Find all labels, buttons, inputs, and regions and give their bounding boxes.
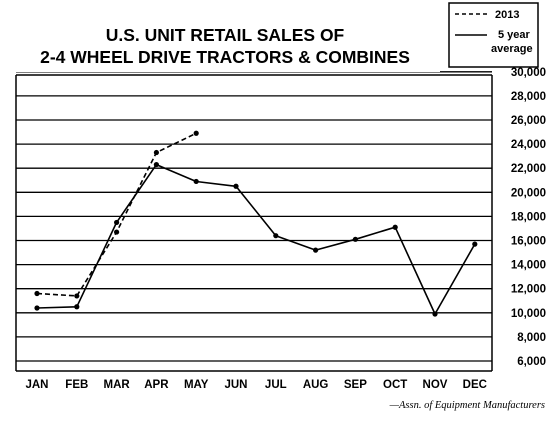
data-point-5-year-average bbox=[472, 241, 478, 247]
y-axis-ticks: 6,000 8,000 10,000 12,000 14,000 16,000 18,000… bbox=[511, 67, 546, 368]
x-tick-label: SEP bbox=[344, 379, 367, 391]
data-point-5-year-average bbox=[74, 304, 80, 310]
y-tick-label: 28,000 bbox=[511, 91, 546, 103]
gridlines bbox=[15, 71, 493, 372]
y-tick-label: 24,000 bbox=[511, 139, 546, 151]
x-tick-label: MAR bbox=[103, 379, 130, 391]
y-tick-label: 26,000 bbox=[511, 115, 546, 127]
data-point-5-year-average bbox=[352, 236, 358, 242]
data-point-5-year-average bbox=[313, 247, 319, 253]
x-tick-label: APR bbox=[144, 379, 169, 391]
data-point-2013 bbox=[74, 293, 80, 299]
x-tick-label: FEB bbox=[65, 379, 88, 391]
x-tick-label: MAY bbox=[184, 379, 209, 391]
y-tick-label: 12,000 bbox=[511, 284, 546, 296]
x-tick-label: NOV bbox=[423, 379, 448, 391]
y-tick-label: 18,000 bbox=[511, 211, 546, 223]
legend: 2013 5 year average bbox=[448, 2, 539, 68]
y-tick-label: 8,000 bbox=[517, 332, 546, 344]
x-tick-label: JUN bbox=[224, 379, 247, 391]
y-tick-label: 10,000 bbox=[511, 308, 546, 320]
data-point-2013 bbox=[153, 149, 159, 156]
data-point-5-year-average bbox=[193, 178, 199, 185]
series-line-5-year-average bbox=[36, 163, 476, 315]
source-credit: —Assn. of Equipment Manufacturers bbox=[389, 400, 545, 411]
data-point-5-year-average bbox=[34, 305, 40, 311]
title-background bbox=[10, 16, 440, 72]
legend-label-2013: 2013 bbox=[495, 9, 519, 21]
x-tick-label: DEC bbox=[463, 379, 487, 391]
legend-label-5-year-line-1: 5 year bbox=[498, 29, 531, 41]
x-tick-label: AUG bbox=[303, 379, 329, 391]
y-tick-label: 6,000 bbox=[517, 356, 546, 368]
data-point-5-year-average bbox=[432, 311, 438, 317]
series-layer bbox=[34, 130, 478, 317]
y-tick-label: 22,000 bbox=[511, 163, 546, 175]
chart-title-line-2: 2-4 WHEEL DRIVE TRACTORS & COMBINES bbox=[40, 47, 410, 67]
y-tick-label: 20,000 bbox=[511, 187, 546, 199]
data-point-5-year-average bbox=[153, 161, 159, 168]
x-axis-ticks: JAN FEB MAR APR MAY JUN JUL AUG SEP OCT NOV DEC bbox=[25, 379, 486, 391]
x-tick-label: JAN bbox=[25, 379, 48, 391]
x-tick-label: JUL bbox=[265, 379, 287, 391]
x-tick-label: OCT bbox=[383, 379, 407, 391]
data-point-5-year-average bbox=[233, 183, 239, 189]
legend-label-5-year-line-2: average bbox=[491, 43, 533, 55]
data-point-2013 bbox=[193, 130, 199, 136]
data-point-2013 bbox=[34, 290, 40, 297]
y-tick-label: 14,000 bbox=[511, 260, 546, 272]
chart-title-line-1: U.S. UNIT RETAIL SALES OF bbox=[106, 25, 345, 45]
data-point-5-year-average bbox=[114, 219, 120, 226]
y-tick-label: 30,000 bbox=[511, 67, 546, 79]
data-point-5-year-average bbox=[392, 224, 398, 230]
data-point-2013 bbox=[114, 229, 120, 235]
data-point-5-year-average bbox=[273, 233, 279, 239]
series-line-2013 bbox=[36, 132, 197, 297]
y-tick-label: 16,000 bbox=[511, 236, 546, 248]
